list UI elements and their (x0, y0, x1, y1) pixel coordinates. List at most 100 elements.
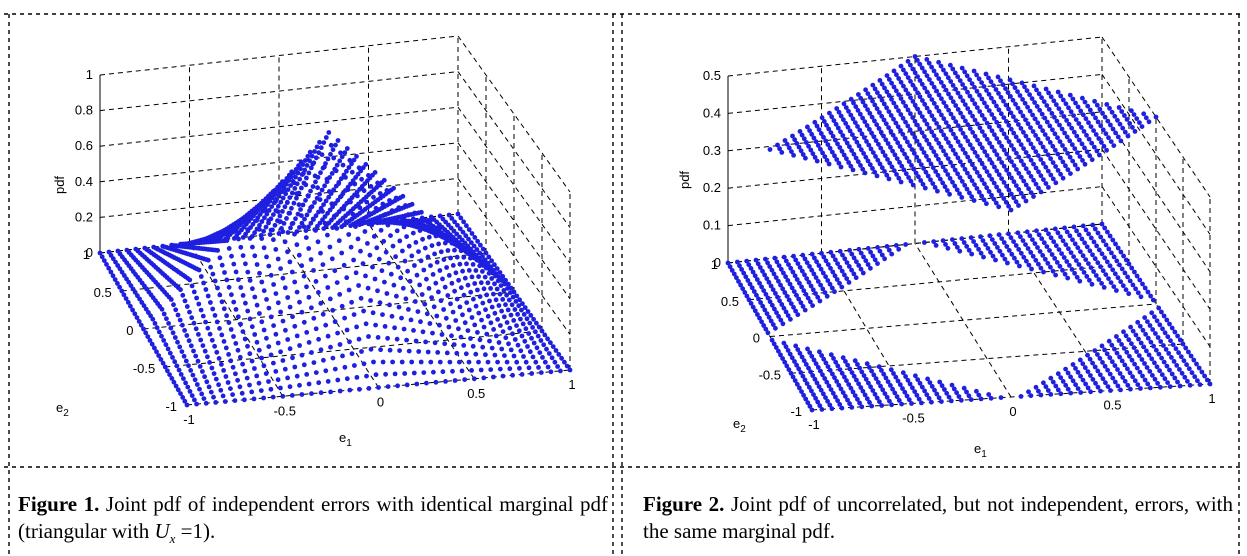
surface-point (929, 145, 934, 151)
surface-point (261, 395, 266, 401)
surface-point (999, 143, 1005, 149)
surface-point (919, 130, 925, 136)
surface-point (1060, 175, 1066, 181)
surface-point (1071, 113, 1076, 118)
surface-point (483, 250, 489, 256)
surface-point (169, 376, 175, 381)
surface-point (930, 181, 936, 187)
surface-point (399, 214, 404, 220)
surface-point (776, 314, 781, 319)
surface-point (815, 143, 821, 148)
surface-point (354, 375, 360, 380)
surface-point (1078, 390, 1084, 395)
surface-point (377, 300, 383, 306)
surface-point (217, 292, 223, 298)
surface-point (478, 367, 484, 373)
surface-point (306, 224, 311, 230)
surface-point (182, 398, 188, 404)
surface-point (480, 254, 485, 259)
surface-point (912, 70, 918, 76)
surface-point (414, 381, 420, 387)
surface-point (826, 126, 832, 132)
surface-point (908, 95, 913, 100)
surface-point (344, 275, 350, 281)
surface-point (497, 291, 503, 297)
surface-point (457, 234, 462, 240)
surface-point (349, 299, 354, 305)
surface-point (987, 124, 992, 130)
surface-point (964, 389, 969, 395)
surface-point (870, 253, 876, 259)
surface-point (461, 219, 466, 225)
surface-point (802, 307, 808, 313)
surface-point (294, 191, 299, 197)
surface-point (858, 163, 863, 168)
surface-point (1010, 81, 1015, 87)
surface-point (302, 216, 307, 222)
surface-point (182, 328, 188, 333)
surface-point (163, 342, 169, 348)
surface-point (1009, 251, 1015, 257)
surface-point (825, 262, 831, 267)
surface-point (276, 193, 282, 198)
figure1-caption-text: Joint pdf of independent errors with ide… (18, 492, 608, 543)
surface-point (879, 368, 884, 373)
surface-point (974, 388, 979, 394)
surface-point (372, 276, 378, 282)
surface-point (1115, 245, 1121, 251)
surface-point (210, 306, 216, 312)
surface-point (1016, 122, 1021, 127)
surface-point (1180, 341, 1186, 347)
surface-point (958, 143, 963, 149)
surface-point (1111, 284, 1117, 289)
surface-point (1094, 102, 1100, 108)
surface-point (1033, 149, 1039, 155)
surface-point (913, 170, 919, 176)
surface-point (466, 227, 472, 233)
surface-point (235, 377, 241, 383)
surface-point (1077, 137, 1082, 143)
surface-point (978, 250, 984, 256)
surface-point (454, 350, 460, 356)
surface-point (844, 140, 850, 146)
surface-point (338, 193, 344, 199)
surface-point (165, 368, 170, 374)
surface-point (175, 339, 180, 345)
surface-point (1078, 373, 1083, 379)
surface-point (1126, 291, 1132, 297)
surface-point (938, 144, 944, 150)
surface-point (856, 92, 861, 97)
surface-point (1015, 105, 1021, 111)
surface-point (500, 274, 506, 279)
surface-point (505, 307, 511, 313)
surface-point (852, 120, 858, 125)
surface-point (216, 356, 222, 361)
surface-point (373, 372, 379, 378)
surface-point (760, 268, 765, 274)
e1-tick-label: -0.5 (902, 411, 924, 426)
surface-point (962, 85, 968, 91)
surface-point (214, 349, 220, 355)
surface-point (924, 73, 930, 79)
surface-point (1073, 366, 1078, 371)
surface-point (252, 366, 257, 371)
surface-point (898, 128, 903, 133)
surface-point (1125, 366, 1130, 372)
surface-point (1149, 356, 1155, 362)
surface-point (318, 347, 324, 353)
surface-point (795, 312, 801, 318)
surface-point (515, 311, 520, 317)
surface-point (788, 370, 794, 376)
surface-point (1045, 152, 1051, 158)
surface-point (1072, 241, 1078, 247)
surface-point (947, 176, 953, 181)
surface-point (978, 234, 983, 240)
surface-point (356, 165, 362, 171)
surface-point (499, 278, 505, 283)
surface-point (1048, 392, 1054, 397)
surface-point (117, 284, 122, 290)
surface-point (389, 313, 395, 319)
surface-point (842, 136, 848, 142)
surface-point (983, 71, 989, 77)
surface-point (814, 123, 820, 129)
